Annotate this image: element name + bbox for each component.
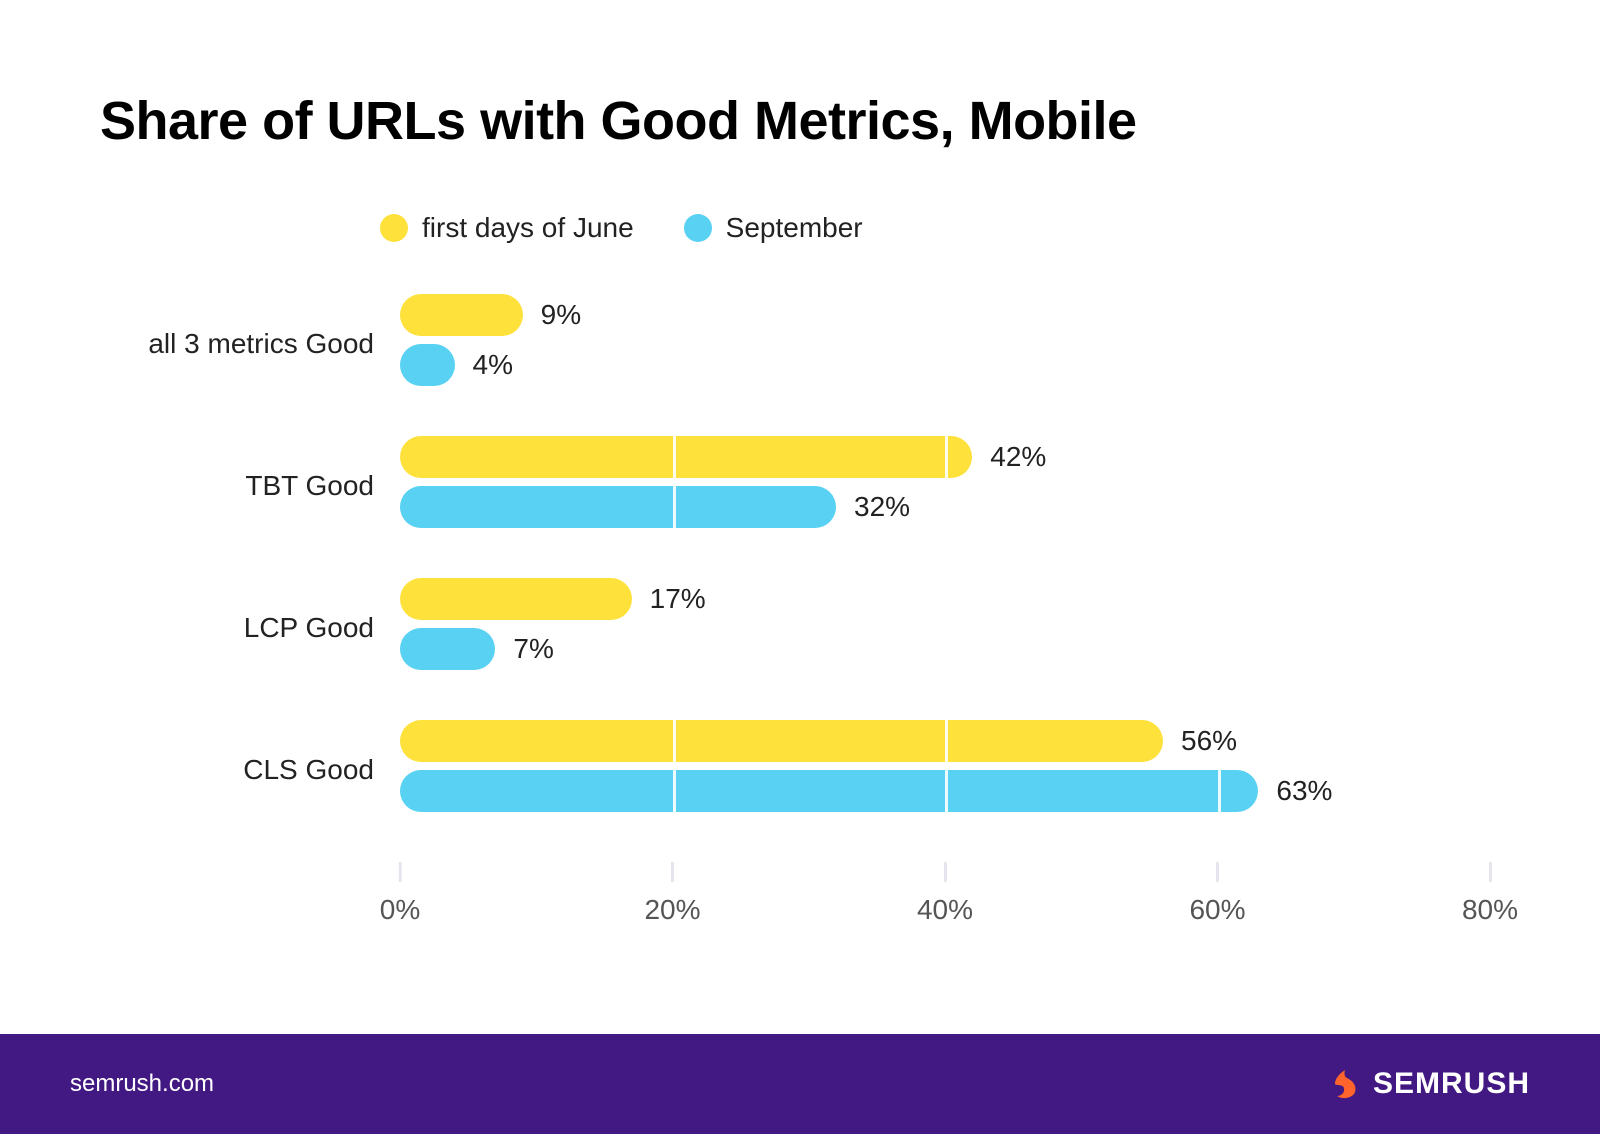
bar-value: 42% — [990, 441, 1046, 473]
bar-wrap: 7% — [400, 628, 1500, 670]
bar-wrap: 4% — [400, 344, 1500, 386]
tick-label: 80% — [1462, 894, 1518, 926]
bar — [400, 436, 972, 478]
bar-wrap: 9% — [400, 294, 1500, 336]
tick-label: 20% — [644, 894, 700, 926]
bar — [400, 628, 495, 670]
chart-container: Share of URLs with Good Metrics, Mobile … — [0, 0, 1600, 942]
tick-label: 0% — [380, 894, 420, 926]
bar-value: 56% — [1181, 725, 1237, 757]
row-label: TBT Good — [100, 470, 400, 502]
legend-label-september: September — [726, 212, 863, 244]
legend: first days of June September — [380, 212, 1500, 244]
bar-value: 32% — [854, 491, 910, 523]
x-tick: 80% — [1462, 862, 1518, 926]
brand-text: SEMRUSH — [1373, 1067, 1530, 1101]
bar — [400, 578, 632, 620]
tick-mark — [399, 862, 402, 882]
x-tick: 40% — [917, 862, 973, 926]
brand: SEMRUSH — [1327, 1066, 1530, 1102]
chart-row: all 3 metrics Good 9% 4% — [100, 294, 1500, 394]
bar-wrap: 32% — [400, 486, 1500, 528]
row-bars: 9% 4% — [400, 294, 1500, 394]
chart-row: LCP Good 17% 7% — [100, 578, 1500, 678]
bar-wrap: 42% — [400, 436, 1500, 478]
x-tick: 60% — [1189, 862, 1245, 926]
bar-wrap: 63% — [400, 770, 1500, 812]
chart-rows: all 3 metrics Good 9% 4% TBT Good 42% 32% LCP … — [100, 294, 1500, 820]
chart-row: TBT Good 42% 32% — [100, 436, 1500, 536]
bar-value: 4% — [473, 349, 513, 381]
x-axis: 0%20%40%60%80% — [400, 862, 1490, 942]
row-label: CLS Good — [100, 754, 400, 786]
legend-item-september: September — [684, 212, 863, 244]
legend-swatch-june — [380, 214, 408, 242]
x-tick: 20% — [644, 862, 700, 926]
bar-value: 17% — [650, 583, 706, 615]
bar-value: 63% — [1276, 775, 1332, 807]
footer: semrush.com SEMRUSH — [0, 1034, 1600, 1134]
tick-mark — [1488, 862, 1491, 882]
row-label: LCP Good — [100, 612, 400, 644]
footer-url: semrush.com — [70, 1070, 214, 1098]
bar-value: 9% — [541, 299, 581, 331]
bar — [400, 294, 523, 336]
legend-swatch-september — [684, 214, 712, 242]
flame-icon — [1327, 1066, 1363, 1102]
tick-label: 40% — [917, 894, 973, 926]
bar — [400, 770, 1258, 812]
bar — [400, 720, 1163, 762]
tick-mark — [943, 862, 946, 882]
row-label: all 3 metrics Good — [100, 328, 400, 360]
row-bars: 17% 7% — [400, 578, 1500, 678]
tick-mark — [1216, 862, 1219, 882]
chart-title: Share of URLs with Good Metrics, Mobile — [100, 90, 1500, 152]
x-tick: 0% — [380, 862, 420, 926]
chart-row: CLS Good 56% 63% — [100, 720, 1500, 820]
bar — [400, 486, 836, 528]
legend-label-june: first days of June — [422, 212, 634, 244]
tick-mark — [671, 862, 674, 882]
bar-wrap: 56% — [400, 720, 1500, 762]
bar-value: 7% — [513, 633, 553, 665]
chart-plot-area: all 3 metrics Good 9% 4% TBT Good 42% 32% LCP … — [100, 294, 1500, 942]
bar — [400, 344, 455, 386]
bar-wrap: 17% — [400, 578, 1500, 620]
legend-item-june: first days of June — [380, 212, 634, 244]
row-bars: 42% 32% — [400, 436, 1500, 536]
row-bars: 56% 63% — [400, 720, 1500, 820]
tick-label: 60% — [1189, 894, 1245, 926]
